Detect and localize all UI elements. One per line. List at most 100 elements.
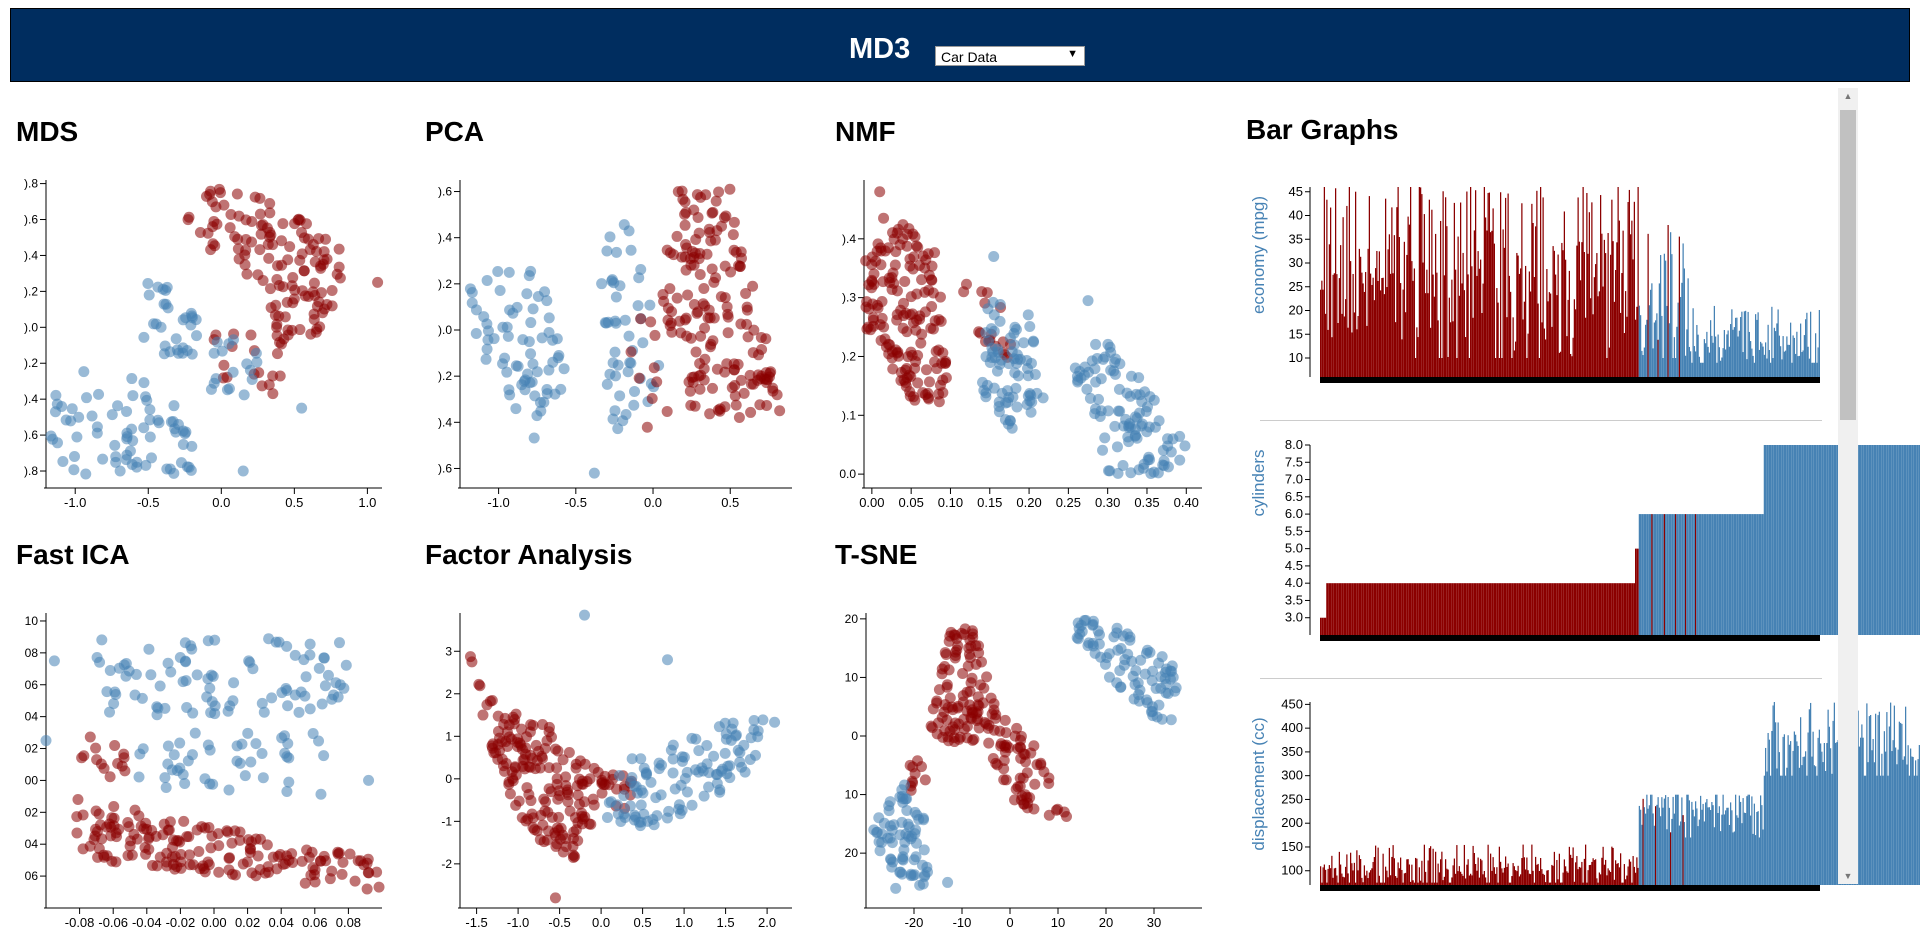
data-point: [897, 854, 909, 866]
bar: [1368, 583, 1370, 635]
data-point: [970, 658, 982, 670]
data-point: [264, 283, 276, 295]
bar: [1526, 358, 1528, 377]
bar: [1373, 300, 1375, 377]
bar: [1398, 583, 1400, 635]
data-point: [771, 389, 783, 401]
bar: [1468, 583, 1470, 635]
bar: [1673, 514, 1675, 635]
data-point: [153, 417, 165, 429]
data-point: [252, 850, 264, 862]
data-point: [927, 703, 939, 715]
bar: [1505, 583, 1507, 635]
scroll-down-arrow-icon[interactable]: ▼: [1843, 871, 1853, 881]
data-point: [229, 869, 241, 881]
scrollbar[interactable]: ▲ ▼: [1838, 88, 1858, 884]
bar: [1701, 514, 1703, 635]
bar: [1753, 362, 1755, 377]
data-point: [273, 636, 285, 648]
bar: [1453, 583, 1455, 635]
data-point: [294, 254, 306, 266]
data-point: [990, 709, 1002, 721]
bar: [1697, 334, 1699, 377]
bar: [1480, 858, 1482, 885]
bar: [1336, 274, 1338, 377]
mds-scatter-plot: -1.0 -0.5 0.0 0.5 1.0).8).6).4).2).0).2).4).…: [24, 177, 384, 510]
bar: [1653, 514, 1655, 635]
data-point: [517, 334, 529, 346]
bar: [1526, 857, 1528, 885]
data-point: [673, 803, 685, 815]
bar: [1913, 445, 1915, 635]
bar: [1577, 869, 1579, 885]
bar: [1606, 583, 1608, 635]
bar: [1742, 514, 1744, 635]
y-tick-label: 10: [25, 614, 39, 628]
bar: [1571, 583, 1573, 635]
data-point: [66, 403, 78, 415]
data-point: [304, 244, 316, 256]
bar: [1706, 331, 1708, 377]
bar: [1802, 756, 1804, 885]
bar: [1768, 445, 1770, 635]
data-point: [121, 405, 133, 417]
dataset-select[interactable]: Car Data ▼: [935, 46, 1085, 66]
bar: [1401, 339, 1403, 377]
bar: [1738, 330, 1740, 377]
bar: [1485, 877, 1487, 885]
data-point: [204, 778, 216, 790]
data-point: [543, 327, 555, 339]
scroll-up-arrow-icon[interactable]: ▲: [1843, 91, 1853, 101]
data-point: [315, 788, 327, 800]
bar: [1452, 865, 1454, 885]
bar: [1656, 313, 1658, 377]
bar: [1785, 445, 1787, 635]
bar: [1476, 870, 1478, 885]
bar: [1907, 745, 1909, 885]
bar: [1445, 197, 1447, 377]
bar: [1868, 445, 1870, 635]
bar: [1597, 583, 1599, 635]
data-point: [993, 406, 1005, 418]
bar: [1356, 850, 1358, 885]
bar: [1692, 308, 1694, 377]
bar: [1456, 358, 1458, 377]
bar: [1425, 871, 1427, 885]
data-point: [910, 837, 922, 849]
data-point: [567, 840, 579, 852]
data-point: [711, 777, 723, 789]
bar: [1347, 873, 1349, 885]
bar: [1438, 358, 1440, 377]
data-point: [93, 843, 105, 855]
bar: [1716, 794, 1718, 885]
data-point: [958, 629, 970, 641]
data-point: [300, 671, 312, 683]
bar: [1665, 514, 1667, 635]
bar: [1426, 583, 1428, 635]
bar: [1387, 249, 1389, 377]
data-point: [157, 829, 169, 841]
bar: [1726, 334, 1728, 377]
scrollbar-thumb[interactable]: [1840, 110, 1856, 420]
data-point: [177, 347, 189, 359]
data-point: [65, 415, 77, 427]
bar: [1912, 445, 1914, 635]
bar: [1638, 805, 1640, 885]
bar: [1642, 355, 1644, 377]
bar: [1720, 514, 1722, 635]
bar: [1823, 742, 1825, 885]
bar: [1750, 514, 1752, 635]
data-point: [80, 468, 92, 480]
bar: [1460, 583, 1462, 635]
bar: [1598, 583, 1600, 635]
bar: [1433, 583, 1435, 635]
bar: [1352, 583, 1354, 635]
bar: [1638, 514, 1640, 635]
bar: [1681, 282, 1683, 377]
bar: [1637, 548, 1639, 635]
bar: [1910, 445, 1912, 635]
bar-divider: [1260, 678, 1822, 679]
bar: [1783, 351, 1785, 377]
data-point: [363, 774, 375, 786]
data-point: [514, 737, 526, 749]
